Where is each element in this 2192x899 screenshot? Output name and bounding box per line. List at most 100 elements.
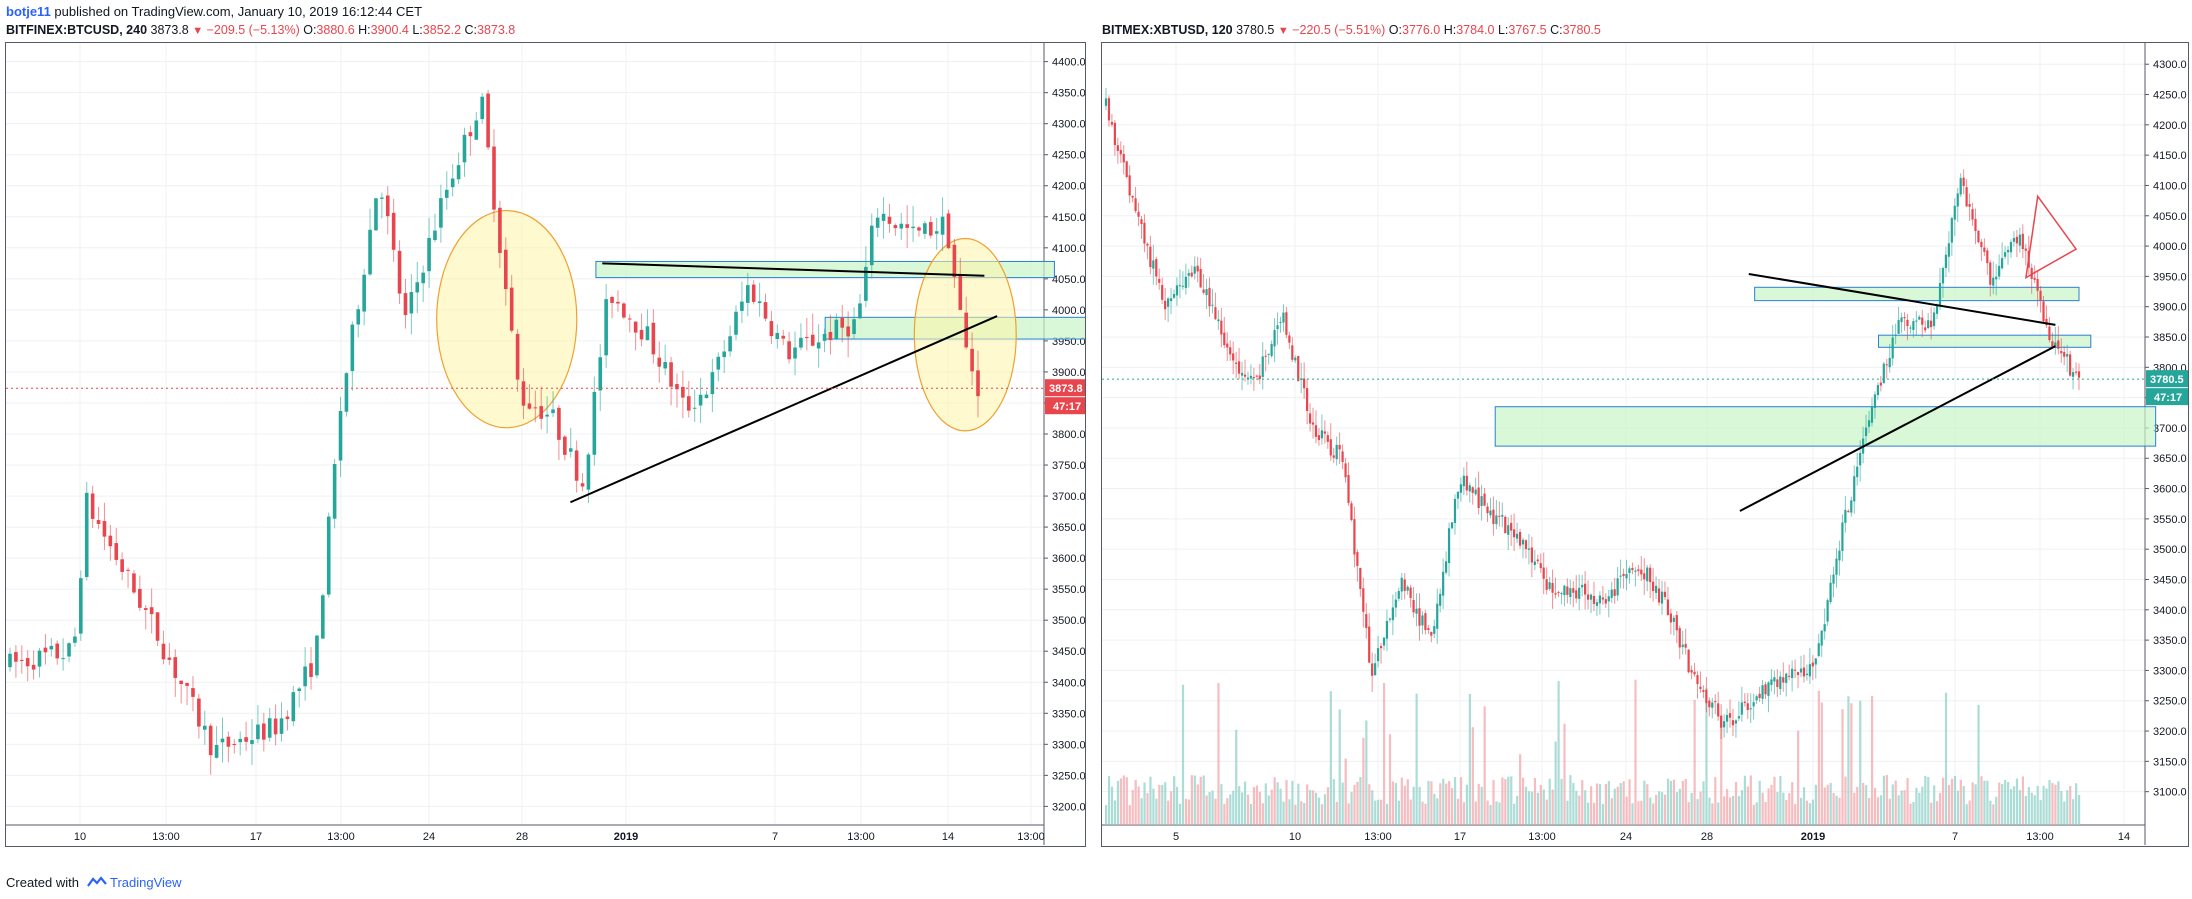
volume-bar — [1820, 702, 1823, 825]
candle-body — [1770, 679, 1773, 685]
candle-body — [1595, 602, 1599, 606]
candle-body — [61, 658, 65, 660]
right-chart-svg[interactable]: 3100.0 3150.0 3200.0 3250.0 3300.0 3350.0 3400… — [1102, 43, 2188, 846]
left-interval: 240 — [126, 23, 148, 37]
time-tick-label: 24 — [1620, 831, 1632, 843]
volume-bar — [1164, 782, 1167, 825]
volume-bar — [1465, 784, 1469, 825]
candle-body — [1288, 335, 1291, 343]
volume-bar — [1572, 782, 1575, 825]
candle-body — [1740, 702, 1743, 715]
candle-body — [1507, 525, 1510, 535]
left-symbol-header: BITFINEX:BTCUSD, 240 3873.8 ▼ −209.5 (−5… — [6, 23, 516, 37]
price-tick-label: 3800.0 — [1052, 429, 1085, 441]
candle-body — [244, 737, 248, 742]
candle-body — [1802, 667, 1806, 677]
candle-body — [1962, 177, 1965, 187]
volume-bar — [1474, 801, 1477, 825]
volume-bar — [1161, 784, 1164, 825]
candle-body — [917, 227, 921, 231]
volume-bar — [1456, 798, 1460, 825]
candle-body — [338, 410, 343, 461]
right-symbol[interactable]: BITMEX:XBTUSD — [1102, 23, 1205, 37]
volume-bar — [1439, 783, 1442, 825]
volume-bar — [1255, 785, 1259, 825]
price-tick-label: 3500.0 — [2153, 544, 2187, 556]
candle-body — [533, 407, 538, 409]
candle-body — [1249, 375, 1253, 379]
volume-bar — [1530, 791, 1534, 825]
candle-body — [669, 362, 673, 387]
candle-body — [1421, 615, 1424, 626]
candle-body — [1347, 475, 1350, 503]
time-tick-label: 7 — [772, 831, 778, 843]
candle-body — [1226, 343, 1229, 348]
candle-body — [1202, 289, 1205, 293]
candle-body — [1900, 317, 1903, 323]
candle-body — [911, 226, 915, 229]
left-chart-svg[interactable]: 3200.0 3250.0 3300.0 3350.0 3400.0 3450.0 3500… — [6, 43, 1094, 846]
left-symbol[interactable]: BITFINEX:BTCUSD — [6, 23, 120, 37]
candle-body — [822, 333, 827, 341]
candle-body — [1723, 721, 1726, 728]
candle-body — [1891, 337, 1894, 359]
volume-bar — [1693, 699, 1696, 825]
right-chart-pane[interactable]: 3100.0 3150.0 3200.0 3250.0 3300.0 3350.0 3400… — [1101, 42, 2189, 847]
candle-body — [238, 738, 242, 743]
volume-bar — [1873, 787, 1877, 825]
volume-bar — [1542, 789, 1545, 825]
volume-bar — [2001, 783, 2004, 825]
candle-body — [1235, 362, 1238, 364]
candle-body — [887, 216, 892, 224]
tradingview-brand[interactable]: TradingView — [110, 875, 182, 890]
price-tick-label: 3900.0 — [2153, 302, 2187, 314]
candle-body — [1261, 356, 1264, 377]
volume-bar — [1971, 782, 1974, 825]
candle-body — [946, 213, 951, 249]
candle-body — [90, 493, 95, 519]
candle-body — [433, 230, 437, 241]
candle-body — [2009, 242, 2013, 253]
highlight-ellipse — [436, 209, 578, 429]
candle-body — [846, 326, 850, 337]
time-tick-label: 13:00 — [2026, 831, 2054, 843]
price-tick-label: 4400.0 — [1052, 57, 1085, 69]
candle-body — [1749, 708, 1752, 710]
candle-body — [604, 299, 608, 356]
candle-body — [1560, 593, 1563, 595]
candle-body — [1959, 178, 1962, 195]
candle-body — [84, 492, 89, 577]
candle-body — [1684, 643, 1687, 648]
volume-bar — [1628, 779, 1631, 825]
candle-body — [616, 301, 620, 304]
candle-body — [1178, 285, 1182, 287]
candle-body — [1252, 377, 1255, 379]
candle-body — [1146, 243, 1149, 246]
volume-bar — [1592, 802, 1596, 825]
volume-bar — [1634, 679, 1637, 825]
volume-bar — [1649, 797, 1652, 825]
candle-body — [1838, 550, 1841, 561]
current-price-label: 3873.8 — [1049, 383, 1083, 395]
candle-body — [1270, 344, 1273, 357]
volume-bar — [1800, 797, 1803, 825]
trend-line — [570, 315, 998, 504]
candle-body — [893, 225, 898, 229]
candle-body — [1314, 425, 1318, 437]
candle-body — [126, 569, 130, 571]
candle-body — [2021, 233, 2024, 249]
candle-body — [486, 93, 490, 148]
candle-body — [2048, 326, 2051, 341]
candle-body — [1350, 503, 1353, 521]
candle-body — [1755, 696, 1758, 701]
candle-body — [332, 464, 337, 519]
volume-bar — [1711, 803, 1714, 825]
candle-body — [1782, 677, 1785, 683]
candle-body — [875, 217, 880, 228]
candle-body — [303, 666, 307, 687]
candle-body — [1743, 701, 1746, 704]
candle-body — [1193, 266, 1196, 274]
left-chart-pane[interactable]: 3200.0 3250.0 3300.0 3350.0 3400.0 3450.0 3500… — [5, 42, 1094, 847]
author-name[interactable]: botje11 — [6, 4, 51, 19]
candle-body — [1498, 515, 1501, 517]
